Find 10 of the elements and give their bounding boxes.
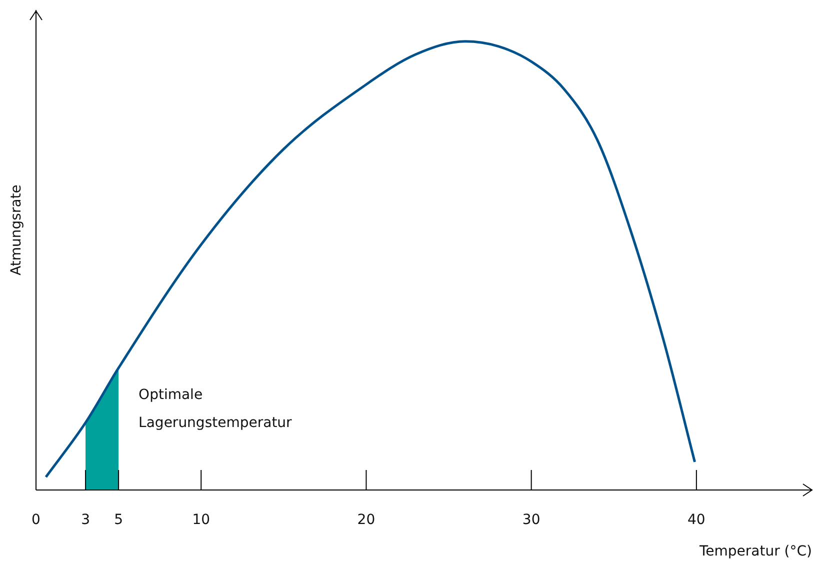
x-tick-label: 30 — [522, 512, 540, 528]
x-tick-label: 40 — [688, 512, 706, 528]
y-axis-title: Atmungsrate — [8, 184, 25, 276]
x-tick-label: 5 — [114, 512, 124, 528]
x-tick-label: 10 — [192, 512, 210, 528]
annotation: Optimale Lagerungstemperatur — [138, 386, 292, 431]
x-tick-label: 3 — [81, 512, 90, 528]
x-axis-title: Temperatur (°C) — [698, 544, 812, 560]
x-tick-label: 20 — [357, 512, 376, 528]
x-tick-label: 0 — [32, 512, 40, 528]
